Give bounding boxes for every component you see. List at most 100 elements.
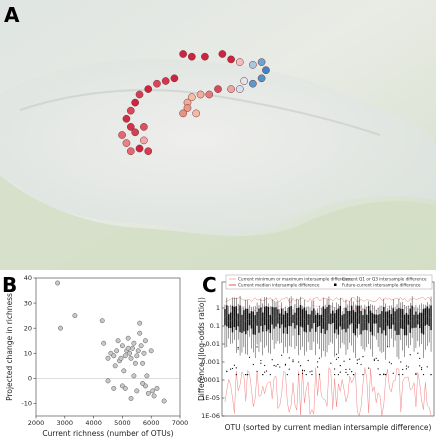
scatter-y-tick-label-5: 40 — [24, 274, 32, 282]
scatter-x-ticks: 2000 3000 4000 5000 6000 7000 — [28, 416, 188, 427]
scatter-point-40 — [151, 393, 157, 399]
boxplot-y-tick-label-5: 0.1 — [210, 322, 220, 330]
future-outlier-39-1 — [298, 361, 300, 363]
future-outlier-58-1 — [334, 368, 336, 370]
scatter-point-25 — [132, 360, 138, 366]
map-site-37 — [126, 147, 135, 156]
future-outlier-34-1 — [288, 368, 290, 370]
future-outlier-68-1 — [352, 373, 355, 376]
scatter-point-33 — [141, 350, 147, 356]
map-site-30 — [126, 123, 135, 131]
map-site-22 — [170, 74, 179, 83]
map-site-31 — [118, 131, 126, 139]
future-outlier-1-1 — [226, 370, 228, 373]
boxplot-y-ticks: 1E-06 1E-05 0.0001 0.001 0.01 0.1 1 — [197, 304, 225, 420]
map-site-13 — [227, 85, 235, 93]
scatter-point-44 — [111, 385, 117, 391]
map-site-23 — [161, 77, 170, 85]
map-site-6 — [249, 60, 257, 69]
panel-a: A — [0, 0, 436, 270]
map-site-35 — [140, 136, 148, 145]
scatter-point-9 — [114, 348, 120, 354]
panel-letter-c: C — [202, 273, 217, 297]
map-site-3 — [218, 50, 227, 58]
scatter-y-label: Projected change in richness — [5, 293, 14, 401]
future-outlier-66-1 — [349, 358, 351, 360]
map-site-17 — [187, 93, 196, 102]
scatter-point-16 — [122, 353, 128, 359]
future-outlier-30-0 — [281, 354, 283, 356]
map-site-19 — [183, 104, 192, 112]
current-max-line — [224, 297, 432, 303]
future-outlier-97-0 — [407, 366, 409, 368]
map-site-24 — [153, 79, 161, 88]
future-outlier-42-0 — [303, 370, 305, 372]
legend-swatch-3 — [334, 283, 337, 286]
map-site-29 — [122, 114, 131, 123]
future-outlier-19-0 — [260, 359, 262, 362]
map-site-2 — [201, 52, 209, 61]
future-outlier-12-1 — [247, 373, 249, 376]
scatter-y-tick-label-4: 30 — [24, 299, 32, 307]
scatter-point-32 — [140, 360, 146, 366]
scatter-point-1 — [58, 325, 63, 331]
future-outlier-60-1 — [337, 373, 339, 376]
future-outlier-13-0 — [248, 356, 251, 358]
future-outlier-34-0 — [288, 357, 290, 359]
boxplot-y-tick-label-6: 1 — [216, 304, 220, 312]
map-site-16 — [196, 90, 205, 99]
future-outlier-39-0 — [298, 373, 300, 376]
future-outlier-44-0 — [307, 359, 309, 362]
boxplot-y-tick-label-1: 1E-05 — [201, 394, 220, 402]
future-outlier-81-0 — [377, 359, 379, 362]
future-outlier-89-0 — [392, 372, 394, 374]
scatter-y-ticks: -10 0 10 20 30 40 — [21, 274, 36, 408]
scatter-point-10 — [115, 338, 121, 344]
scatter-x-tick-label-2: 4000 — [85, 419, 102, 427]
future-outlier-104-0 — [421, 367, 423, 369]
future-outlier-101-1 — [415, 373, 417, 376]
scatter-point-3 — [99, 318, 105, 324]
future-outlier-86-0 — [386, 346, 389, 348]
future-outlier-85-1 — [385, 373, 387, 376]
future-outlier-36-0 — [292, 361, 294, 363]
future-outlier-49-1 — [317, 366, 319, 368]
boxplot-y-tick-label-3: 0.001 — [201, 358, 220, 366]
future-outlier-7-1 — [237, 348, 239, 350]
map-site-32 — [131, 128, 140, 137]
scatter-y-tick-label-0: -10 — [21, 400, 32, 408]
scatter-y-tick-label-3: 20 — [24, 324, 32, 332]
future-outlier-82-1 — [379, 373, 381, 376]
future-outlier-60-0 — [337, 356, 339, 359]
scatter-point-22 — [130, 345, 135, 351]
scatter-point-36 — [144, 373, 150, 379]
panel-b: B 2000 3000 4000 5000 6000 7000 -10010203040 … — [2, 273, 188, 438]
future-outlier-84-1 — [383, 373, 385, 375]
scatter-point-5 — [105, 355, 111, 361]
future-outlier-102-0 — [417, 352, 419, 354]
future-outlier-65-0 — [347, 373, 349, 376]
scatter-point-28 — [135, 348, 141, 354]
scatter-point-2 — [72, 313, 78, 319]
map-site-20 — [179, 109, 187, 118]
scatter-point-8 — [112, 363, 118, 369]
future-outlier-59-1 — [335, 353, 338, 355]
scatter-point-26 — [134, 353, 140, 359]
future-outlier-40-0 — [299, 365, 302, 367]
boxplot-x-label: OTU (sorted by current median intersampl… — [225, 423, 432, 432]
future-outlier-49-0 — [317, 361, 319, 363]
future-outlier-70-0 — [356, 359, 358, 361]
current-q3-line — [224, 304, 432, 313]
scatter-point-24 — [131, 373, 137, 379]
future-outlier-50-0 — [318, 373, 321, 376]
legend-box — [225, 274, 433, 290]
boxplot-y-tick-label-0: 1E-06 — [201, 412, 220, 420]
scatter-point-0 — [55, 280, 61, 286]
future-outlier-19-1 — [260, 362, 262, 364]
future-outlier-93-0 — [400, 361, 402, 363]
future-outlier-79-0 — [373, 359, 375, 361]
future-outlier-27-0 — [275, 365, 277, 367]
map-site-9 — [257, 74, 266, 83]
future-outlier-92-1 — [398, 373, 400, 376]
